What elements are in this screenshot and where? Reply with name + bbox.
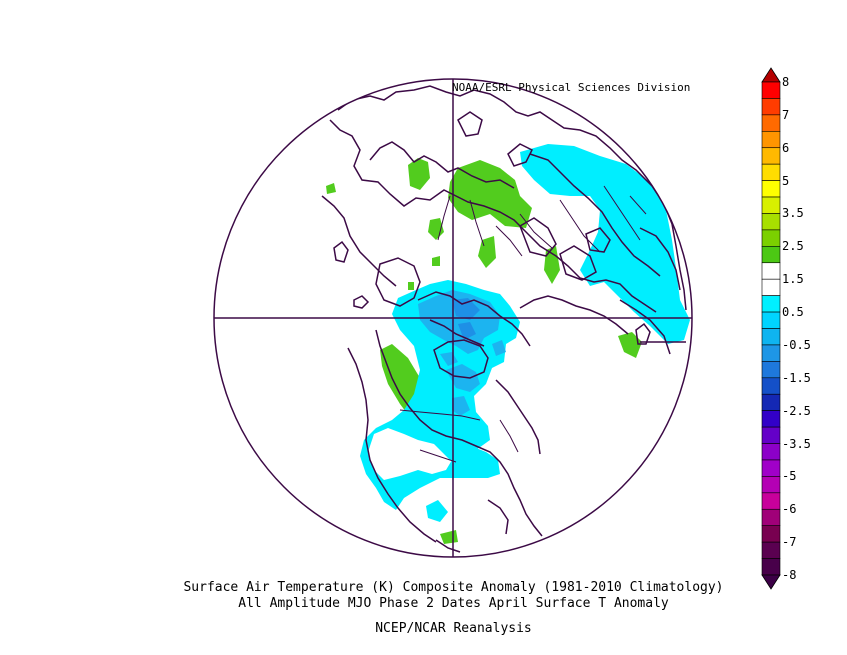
anomaly-negative-region — [520, 144, 690, 344]
anomaly-negative-region — [426, 500, 448, 522]
colorbar-tick-label: -0.5 — [782, 337, 811, 352]
colorbar-swatch — [761, 295, 781, 313]
anomaly-positive-region — [440, 530, 458, 544]
colorbar — [761, 67, 781, 590]
colorbar-swatch — [761, 393, 781, 411]
colorbar-swatch — [761, 229, 781, 247]
colorbar-tick-label: -8 — [782, 568, 797, 582]
colorbar-swatch — [761, 163, 781, 181]
coastline-alaska — [519, 295, 629, 335]
colorbar-tick-label: 8 — [782, 75, 790, 89]
colorbar-top-arrow — [761, 67, 781, 83]
coastline-arabia — [321, 195, 397, 287]
colorbar-tick-label: 1.5 — [782, 272, 804, 287]
colorbar-swatch — [761, 246, 781, 264]
colorbar-swatch — [761, 328, 781, 346]
colorbar-swatch — [761, 213, 781, 231]
colorbar-swatch — [761, 114, 781, 132]
colorbar-swatch — [761, 476, 781, 494]
colorbar-swatch — [761, 278, 781, 296]
coastline-central-america — [435, 539, 461, 553]
coastline-britain — [333, 240, 349, 263]
anomaly-negative-mid-region — [418, 290, 500, 354]
colorbar-tick-label: -2.5 — [782, 403, 811, 418]
colorbar-swatch — [761, 180, 781, 198]
colorbar-swatch — [761, 426, 781, 444]
credit-label: NOAA/ESRL Physical Sciences Division — [452, 81, 691, 94]
borders-americas — [399, 409, 519, 463]
colorbar-bottom-arrow — [761, 574, 781, 590]
colorbar-swatch — [761, 492, 781, 510]
colorbar-tick-label: 6 — [782, 140, 790, 155]
anomaly-positive-region — [408, 282, 414, 290]
colorbar-tick-label: -5 — [782, 469, 797, 484]
anomaly-negative-mid-region — [446, 364, 480, 392]
anomaly-positive-region — [448, 160, 532, 228]
anomaly-positive-region — [544, 246, 560, 284]
colorbar-swatch — [761, 344, 781, 362]
coastline-east-america — [495, 379, 541, 455]
anomaly-negative-mid-region — [492, 340, 506, 356]
coastline-novaya-zemlya — [507, 143, 534, 167]
anomaly-positive-region — [432, 256, 440, 266]
colorbar-tick-label: -1.5 — [782, 370, 811, 385]
colorbar-tick-label: -6 — [782, 502, 797, 517]
coastline-canadian-archipelago — [417, 291, 531, 347]
colorbar-swatch — [761, 196, 781, 214]
colorbar-swatch — [761, 459, 781, 477]
colorbar-swatch — [761, 98, 781, 116]
colorbar-tick-label: 7 — [782, 107, 790, 122]
colorbar-swatch — [761, 311, 781, 329]
anomaly-field — [326, 144, 690, 544]
coastlines — [321, 85, 687, 553]
colorbar-tick-label: 0.5 — [782, 305, 804, 320]
caption-title: Surface Air Temperature (K) Composite An… — [183, 580, 724, 595]
colorbar-swatch — [761, 131, 781, 149]
colorbar-swatch — [761, 443, 781, 461]
colorbar-tick-label: -7 — [782, 535, 797, 550]
coastline-greenland — [375, 257, 421, 307]
colorbar-tick-label: -3.5 — [782, 436, 811, 451]
caption-subtitle: All Amplitude MJO Phase 2 Dates April Su… — [238, 596, 669, 611]
globe-boundary — [213, 78, 693, 558]
colorbar-swatch — [761, 262, 781, 280]
coastline-west-america — [347, 347, 437, 543]
coastline-iceland — [353, 295, 370, 309]
colorbar-swatch — [761, 541, 781, 559]
coastline-florida — [487, 499, 509, 535]
borders-eurasia — [437, 185, 647, 257]
coastline-hudson-bay — [433, 339, 489, 379]
anomaly-positive-region — [428, 218, 444, 240]
anomaly-negative-dark-region — [452, 298, 480, 320]
colorbar-swatch — [761, 525, 781, 543]
anomaly-positive-region — [618, 332, 642, 358]
coastline-north-america — [375, 329, 543, 537]
anomaly-positive-region — [478, 236, 496, 268]
colorbar-swatch — [761, 361, 781, 379]
coastline-arctic-islands — [519, 217, 611, 281]
coastline-scandinavia — [369, 141, 515, 189]
anomaly-positive-region — [326, 183, 336, 194]
colorbar-swatch — [761, 508, 781, 526]
colorbar-swatch — [761, 81, 781, 99]
colorbar-swatch — [761, 377, 781, 395]
caption-source: NCEP/NCAR Reanalysis — [375, 621, 532, 636]
anomaly-positive-region — [408, 158, 430, 190]
anomaly-negative-dark-region — [458, 322, 476, 340]
colorbar-tick-label: 5 — [782, 173, 790, 188]
coastline-asia-interior — [529, 153, 661, 277]
colorbar-tick-label: 2.5 — [782, 239, 804, 254]
colorbar-swatch — [761, 558, 781, 576]
colorbar-tick-label: 3.5 — [782, 206, 804, 221]
anomaly-negative-mid-region — [452, 396, 470, 416]
coastline-europe — [329, 119, 657, 313]
colorbar-swatch — [761, 147, 781, 165]
coastline-japan — [635, 322, 651, 345]
coastline-svalbard — [457, 111, 483, 137]
colorbar-swatch — [761, 410, 781, 428]
